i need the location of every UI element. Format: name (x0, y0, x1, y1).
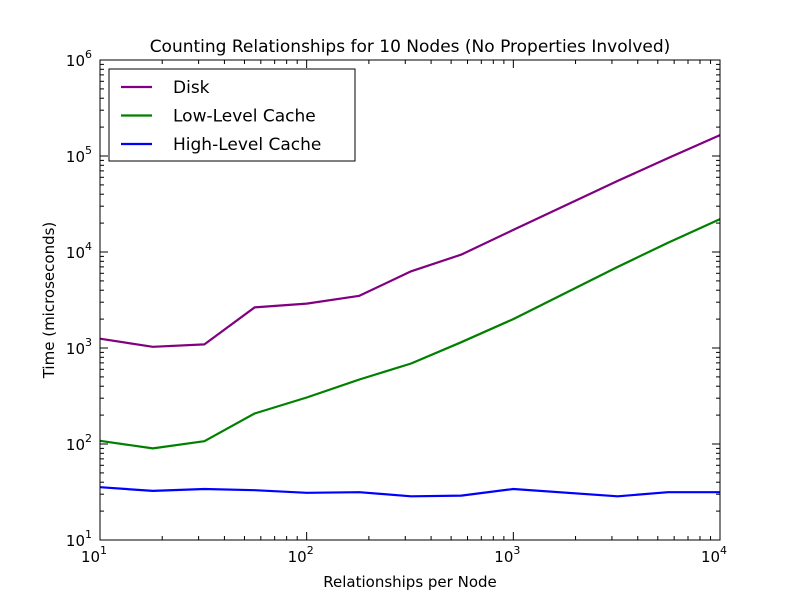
legend-label: Low-Level Cache (173, 107, 316, 127)
y-tick-label: 104 (66, 240, 92, 262)
x-tick-label: 103 (494, 544, 520, 566)
legend-label: High-Level Cache (173, 135, 321, 155)
plot-frame (99, 59, 721, 541)
y-tick-label: 101 (66, 528, 92, 550)
x-tick-label: 104 (701, 544, 727, 566)
series-layer (99, 134, 721, 498)
tick-layer: 101 102 103 104 101 102 103 104 105 106 (66, 48, 727, 566)
series-line-disk (99, 134, 721, 348)
y-axis-label: Time (microseconds) (40, 222, 58, 380)
series-line-low-level-cache (99, 218, 721, 450)
legend-label: Disk (173, 78, 210, 98)
x-tick-label: 102 (288, 544, 314, 566)
x-tick-label: 101 (81, 544, 107, 566)
legend: Disk Low-Level Cache High-Level Cache (108, 68, 356, 162)
y-tick-label: 103 (66, 336, 92, 358)
series-line-high-level-cache (99, 486, 720, 498)
x-axis-label: Relationships per Node (323, 573, 497, 591)
y-tick-label: 106 (66, 48, 92, 70)
y-tick-label: 102 (66, 432, 92, 454)
y-tick-label: 105 (66, 144, 92, 166)
chart-title: Counting Relationships for 10 Nodes (No … (150, 37, 671, 57)
